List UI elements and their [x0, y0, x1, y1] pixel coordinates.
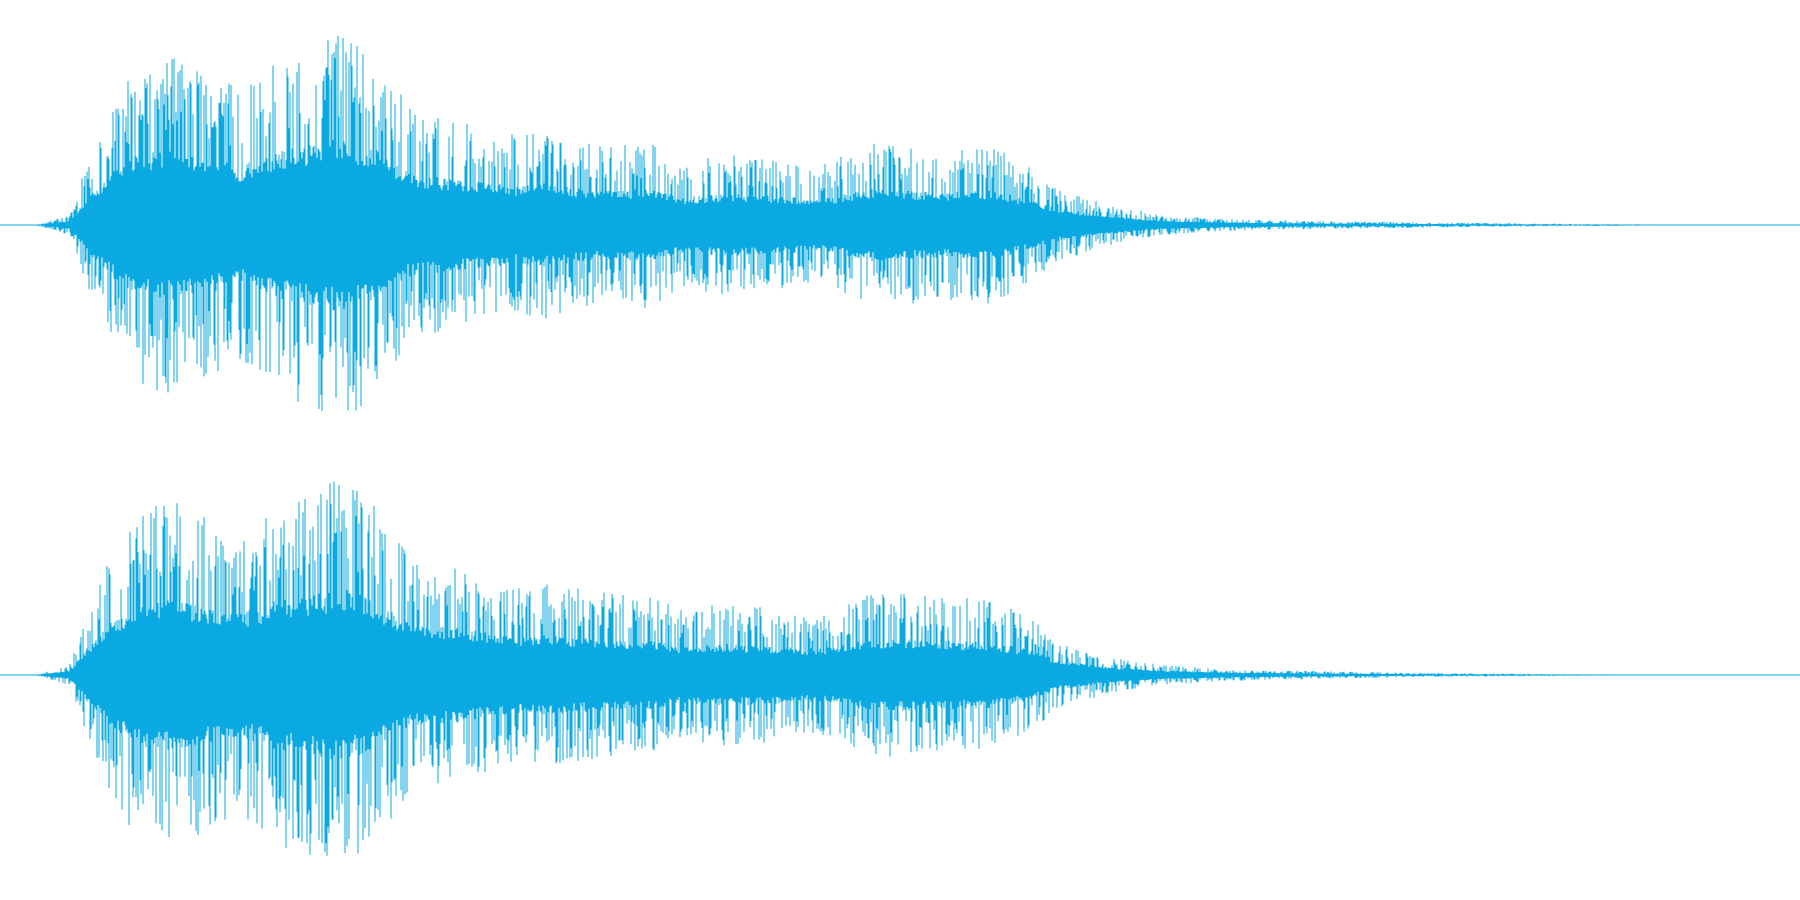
channel-1-samples: [34, 35, 1746, 411]
channel-1-waveform[interactable]: [0, 35, 1800, 411]
channel-2-waveform[interactable]: [0, 481, 1800, 856]
channel-2-samples: [34, 481, 1746, 856]
